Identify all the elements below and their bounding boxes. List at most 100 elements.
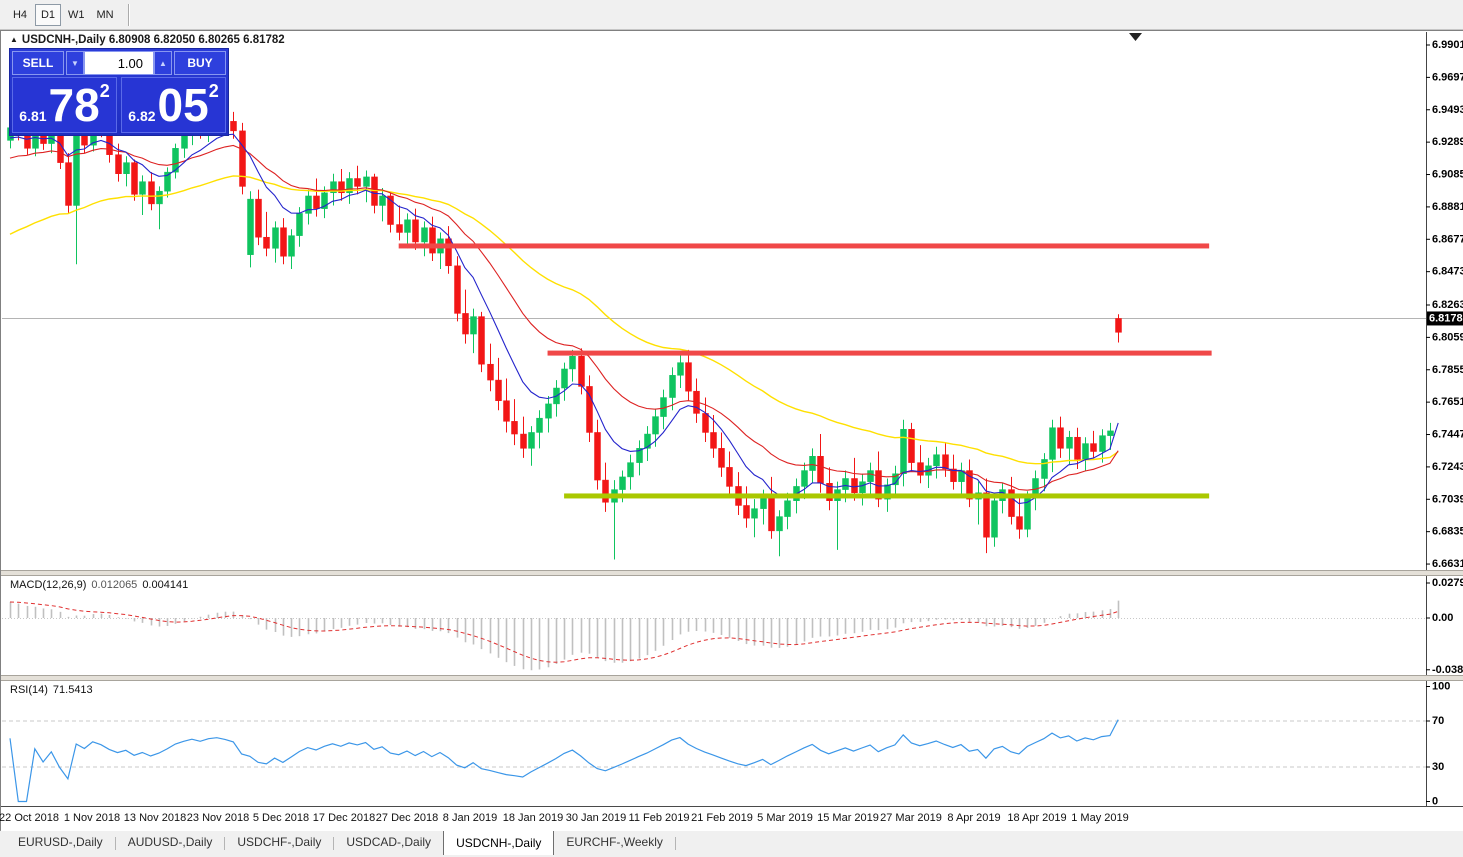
axis-tick-label: 6.74470: [1432, 429, 1463, 441]
hline-resistance-lower[interactable]: [547, 350, 1212, 356]
axis-tick-label: 6.99010: [1432, 39, 1463, 51]
macd-indicator-label: MACD(12,26,9) 0.012065 0.004141: [10, 579, 189, 591]
rsi-pane-splitter[interactable]: [1, 675, 1463, 681]
chart-tab-audusd-daily[interactable]: AUDUSD-,Daily: [127, 835, 213, 849]
date-axis-label: 1 Nov 2018: [63, 812, 121, 824]
timeframe-button-mn[interactable]: MN: [92, 4, 119, 26]
tab-separator: [114, 837, 116, 850]
one-click-trading-panel: SELL ▼ ▲ BUY 6.81 78 2 6.82 05 2: [9, 48, 229, 136]
date-axis: 22 Oct 2018 1 Nov 2018 13 Nov 2018 23 Nov 2…: [0, 806, 1463, 831]
ma-fast-line: [9, 133, 1119, 505]
date-axis-label: 23 Nov 2018: [186, 812, 250, 824]
chart-tab-usdchf-daily[interactable]: USDCHF-,Daily: [237, 835, 322, 849]
chart-title: ▲ USDCNH-,Daily 6.80908 6.82050 6.80265 6…: [10, 34, 285, 46]
sell-price-main: 78: [48, 79, 100, 131]
chart-canvas[interactable]: 6.99010 6.96970 6.94930 6.92890 6.90850 6.888…: [1, 31, 1463, 831]
rsi-value: 71.5413: [52, 684, 93, 696]
timeframe-button-w1[interactable]: W1: [63, 4, 90, 26]
buy-price-prefix: 6.82: [128, 108, 156, 124]
timeframe-button-h4[interactable]: H4: [7, 4, 33, 26]
buy-price-main: 05: [157, 79, 209, 131]
chart-tab-usdcnh-daily[interactable]: USDCNH-,Daily: [443, 830, 555, 855]
date-axis-label: 27 Mar 2019: [880, 812, 942, 824]
axis-tick-label: 70: [1432, 715, 1444, 727]
axis-tick-label: 6.72430: [1432, 461, 1463, 473]
axis-tick-label: 6.90850: [1432, 169, 1463, 181]
macd-main-value: 0.012065: [91, 579, 138, 591]
date-axis-label: 30 Jan 2019: [565, 812, 627, 824]
ma-slow-line: [9, 175, 1119, 465]
axis-tick-label: 6.76510: [1432, 396, 1463, 408]
candles-layer: [7, 107, 1122, 560]
axis-tick-label: 6.84730: [1432, 266, 1463, 278]
buy-price-superscript: 2: [208, 81, 219, 101]
date-axis-label: 1 May 2019: [1071, 812, 1129, 824]
current-price-badge: [1427, 311, 1463, 326]
volume-increase-button[interactable]: ▲: [154, 51, 172, 75]
date-axis-label: 17 Dec 2018: [312, 812, 376, 824]
date-axis-label: 8 Jan 2019: [442, 812, 498, 824]
axis-tick-label: 6.88810: [1432, 201, 1463, 213]
date-axis-label: 18 Apr 2019: [1007, 812, 1067, 824]
chart-tab-eurusd-daily[interactable]: EURUSD-,Daily: [18, 835, 103, 849]
tab-separator: [333, 837, 335, 850]
axis-tick-label: -0.038871: [1432, 664, 1463, 676]
sell-price-prefix: 6.81: [19, 108, 47, 124]
price-pane: [2, 107, 1426, 560]
sell-price-superscript: 2: [99, 81, 110, 101]
axis-tick-label: 6.92890: [1432, 136, 1463, 148]
axis-tick-label: 6.82630: [1432, 299, 1463, 311]
axis-tick-label: 0: [1432, 796, 1438, 808]
collapse-panel-arrow-icon[interactable]: ▲: [10, 35, 18, 44]
tab-separator: [674, 837, 676, 850]
axis-tick-label: 30: [1432, 761, 1444, 773]
date-axis-label: 5 Mar 2019: [757, 812, 813, 824]
volume-input[interactable]: [84, 51, 154, 75]
timeframe-button-group: H4 D1 W1 MN: [6, 3, 130, 27]
axis-tick-label: 0.027908: [1432, 577, 1463, 589]
chart-title-text: USDCNH-,Daily 6.80908 6.82050 6.80265 6.…: [21, 34, 285, 46]
buy-button[interactable]: BUY: [174, 51, 226, 75]
volume-decrease-button[interactable]: ▼: [66, 51, 84, 75]
axis-tick-label: 6.94930: [1432, 104, 1463, 116]
chart-shift-marker-icon[interactable]: [1129, 33, 1142, 41]
date-axis-label: 22 Oct 2018: [0, 812, 59, 824]
axis-tick-label: 6.70390: [1432, 493, 1463, 505]
macd-pane: [2, 600, 1426, 671]
axis-tick-label: 6.86770: [1432, 233, 1463, 245]
date-axis-label: 5 Dec 2018: [252, 812, 310, 824]
date-axis-label: 18 Jan 2019: [502, 812, 564, 824]
hline-resistance-upper[interactable]: [398, 243, 1210, 249]
axis-tick-label: 6.96970: [1432, 71, 1463, 83]
rsi-pane: [2, 719, 1426, 803]
axis-tick-label: 6.78550: [1432, 364, 1463, 376]
date-axis-label: 21 Feb 2019: [691, 812, 753, 824]
axis-tick-label: 0.00: [1432, 612, 1453, 624]
timeframe-button-d1[interactable]: D1: [35, 4, 61, 26]
macd-signal-value: 0.004141: [142, 579, 189, 591]
buy-price-button[interactable]: 6.82 05 2: [121, 77, 226, 133]
svg-text:6.81782: 6.81782: [1429, 312, 1463, 324]
macd-signal-line: [9, 601, 1119, 663]
date-axis-label: 11 Feb 2019: [628, 812, 690, 824]
rsi-line: [9, 719, 1119, 803]
chart-window: 6.99010 6.96970 6.94930 6.92890 6.90850 6.888…: [0, 30, 1463, 831]
toolbar-separator: [127, 4, 130, 26]
axis-tick-label: 100: [1432, 681, 1450, 693]
ma-mid-line: [9, 144, 1119, 491]
sell-price-button[interactable]: 6.81 78 2: [12, 77, 117, 133]
timeframe-toolbar: H4 D1 W1 MN: [0, 0, 1463, 30]
macd-pane-splitter[interactable]: [1, 570, 1463, 576]
chart-tab-eurchf-weekly[interactable]: EURCHF-,Weekly: [566, 835, 663, 849]
sell-button[interactable]: SELL: [12, 51, 64, 75]
date-axis-label: 8 Apr 2019: [947, 812, 1001, 824]
hline-support-olive[interactable]: [564, 493, 1210, 499]
date-axis-label: 13 Nov 2018: [123, 812, 187, 824]
axis-tick-label: 6.80590: [1432, 331, 1463, 343]
rsi-indicator-label: RSI(14) 71.5413: [10, 684, 93, 696]
chart-tab-usdcad-daily[interactable]: USDCAD-,Daily: [346, 835, 432, 849]
axis-tick-label: 6.68350: [1432, 526, 1463, 538]
date-axis-label: 15 Mar 2019: [817, 812, 879, 824]
